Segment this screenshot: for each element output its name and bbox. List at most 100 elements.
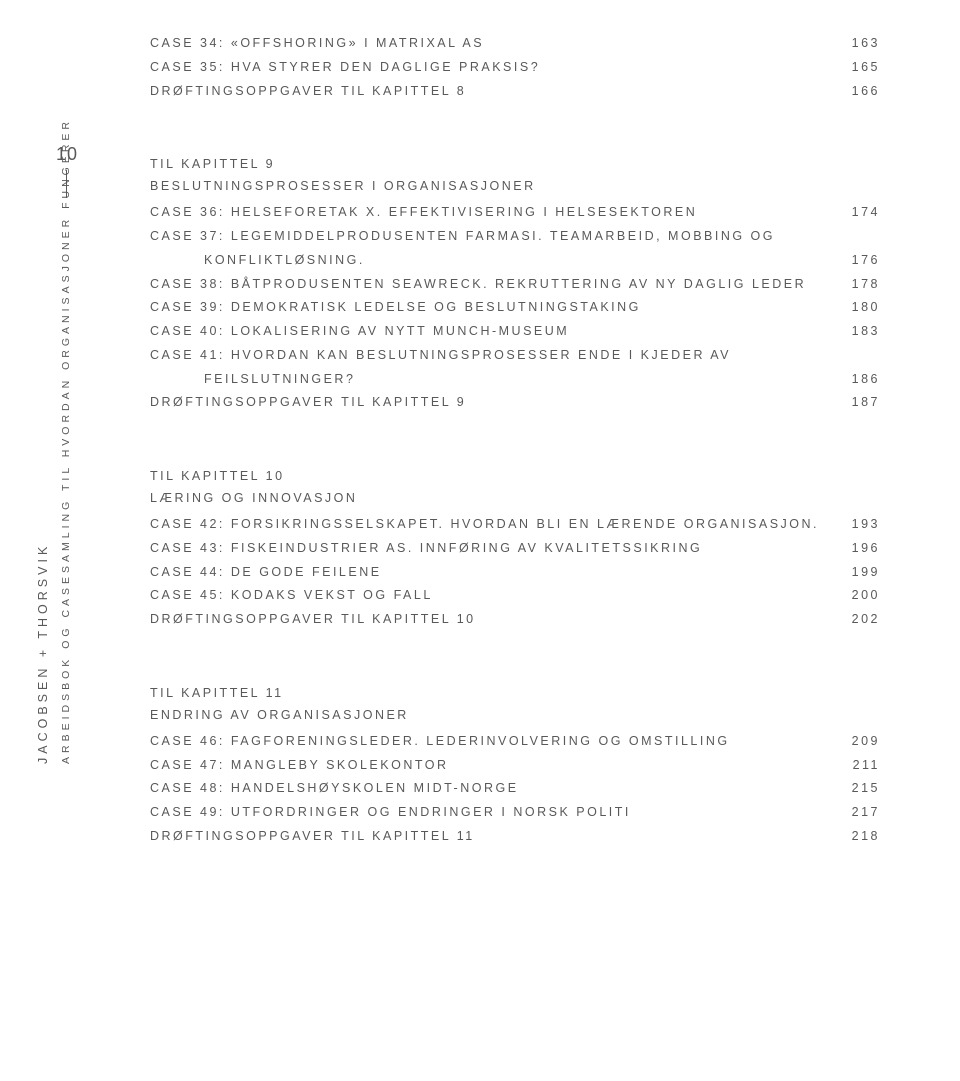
toc-label: CASE 47: MANGLEBY SKOLEKONTOR bbox=[150, 754, 449, 778]
toc-label: DRØFTINGSOPPGAVER TIL KAPITTEL 8 bbox=[150, 80, 466, 104]
toc-page: 199 bbox=[846, 561, 880, 585]
toc-label: DRØFTINGSOPPGAVER TIL KAPITTEL 9 bbox=[150, 391, 466, 415]
toc-dots bbox=[365, 251, 846, 264]
toc-row: DRØFTINGSOPPGAVER TIL KAPITTEL 11 218 bbox=[150, 825, 880, 849]
toc-dots bbox=[449, 756, 847, 769]
toc-page: 163 bbox=[846, 32, 880, 56]
sidebar-line1: JACOBSEN + THORSVIK bbox=[36, 543, 50, 764]
toc-row: CASE 34: «OFFSHORING» I MATRIXAL AS 163 bbox=[150, 32, 880, 56]
toc-page: 196 bbox=[846, 537, 880, 561]
toc-row: CASE 43: FISKEINDUSTRIER AS. INNFØRING A… bbox=[150, 537, 880, 561]
toc-page: 218 bbox=[846, 825, 880, 849]
chapter9-title: TIL KAPITTEL 9 bbox=[150, 157, 880, 171]
toc-dots bbox=[641, 299, 846, 312]
toc-page: 209 bbox=[846, 730, 880, 754]
toc-page: 200 bbox=[846, 584, 880, 608]
toc-page: 211 bbox=[847, 754, 880, 778]
toc-label: CASE 45: KODAKS VEKST OG FALL bbox=[150, 584, 433, 608]
toc-page: 176 bbox=[846, 249, 880, 273]
toc-page: 183 bbox=[846, 320, 880, 344]
toc-dots bbox=[484, 35, 846, 48]
toc-label: CASE 46: FAGFORENINGSLEDER. LEDERINVOLVE… bbox=[150, 730, 730, 754]
toc-label: CASE 36: HELSEFORETAK X. EFFEKTIVISERING… bbox=[150, 201, 697, 225]
toc-label: DRØFTINGSOPPGAVER TIL KAPITTEL 11 bbox=[150, 825, 475, 849]
sidebar-text: JACOBSEN + THORSVIK ARBEIDSBOK OG CASESA… bbox=[36, 204, 72, 764]
toc-dots bbox=[775, 228, 880, 241]
toc-page: 187 bbox=[846, 391, 880, 415]
toc-row: CASE 36: HELSEFORETAK X. EFFEKTIVISERING… bbox=[150, 201, 880, 225]
toc-dots bbox=[730, 732, 846, 745]
toc-row: FEILSLUTNINGER? 186 bbox=[150, 368, 880, 392]
chapter10-subtitle: LÆRING OG INNOVASJON bbox=[150, 491, 880, 505]
toc-label: CASE 40: LOKALISERING AV NYTT MUNCH-MUSE… bbox=[150, 320, 569, 344]
toc-dots bbox=[697, 204, 845, 217]
toc-label: CASE 37: LEGEMIDDELPRODUSENTEN FARMASI. … bbox=[150, 225, 775, 249]
toc-row: CASE 49: UTFORDRINGER OG ENDRINGER I NOR… bbox=[150, 801, 880, 825]
toc-row: CASE 46: FAGFORENINGSLEDER. LEDERINVOLVE… bbox=[150, 730, 880, 754]
toc-label: KONFLIKTLØSNING. bbox=[150, 249, 365, 273]
toc-row: CASE 48: HANDELSHØYSKOLEN MIDT-NORGE 215 bbox=[150, 777, 880, 801]
toc-label: CASE 38: BÅTPRODUSENTEN SEAWRECK. REKRUT… bbox=[150, 273, 806, 297]
toc-label: CASE 48: HANDELSHØYSKOLEN MIDT-NORGE bbox=[150, 777, 519, 801]
toc-dots bbox=[382, 563, 846, 576]
toc-row: DRØFTINGSOPPGAVER TIL KAPITTEL 10 202 bbox=[150, 608, 880, 632]
toc-block-ch10: TIL KAPITTEL 10 LÆRING OG INNOVASJON CAS… bbox=[150, 469, 880, 632]
toc-block-ch11: TIL KAPITTEL 11 ENDRING AV ORGANISASJONE… bbox=[150, 686, 880, 849]
toc-dots bbox=[569, 323, 845, 336]
toc-row: DRØFTINGSOPPGAVER TIL KAPITTEL 9 187 bbox=[150, 391, 880, 415]
toc-dots bbox=[519, 780, 846, 793]
toc-label: CASE 41: HVORDAN KAN BESLUTNINGSPROSESSE… bbox=[150, 344, 731, 368]
toc-row: CASE 37: LEGEMIDDELPRODUSENTEN FARMASI. … bbox=[150, 225, 880, 249]
toc-dots bbox=[466, 82, 845, 95]
toc-row: CASE 40: LOKALISERING AV NYTT MUNCH-MUSE… bbox=[150, 320, 880, 344]
toc-row: CASE 47: MANGLEBY SKOLEKONTOR 211 bbox=[150, 754, 880, 778]
toc-label: CASE 34: «OFFSHORING» I MATRIXAL AS bbox=[150, 32, 484, 56]
toc-label: CASE 49: UTFORDRINGER OG ENDRINGER I NOR… bbox=[150, 801, 631, 825]
chapter11-title: TIL KAPITTEL 11 bbox=[150, 686, 880, 700]
toc-row: KONFLIKTLØSNING. 176 bbox=[150, 249, 880, 273]
toc-page: 217 bbox=[846, 801, 880, 825]
sidebar-line2: ARBEIDSBOK OG CASESAMLING TIL HVORDAN OR… bbox=[60, 204, 72, 764]
page-container: 10 JACOBSEN + THORSVIK ARBEIDSBOK OG CAS… bbox=[0, 0, 960, 1081]
toc-dots bbox=[475, 827, 846, 840]
toc-dots bbox=[355, 370, 845, 383]
toc-dots bbox=[476, 611, 846, 624]
toc-page: 174 bbox=[846, 201, 880, 225]
toc-row: CASE 41: HVORDAN KAN BESLUTNINGSPROSESSE… bbox=[150, 344, 880, 368]
chapter11-subtitle: ENDRING AV ORGANISASJONER bbox=[150, 708, 880, 722]
toc-label: FEILSLUTNINGER? bbox=[150, 368, 355, 392]
toc-page: 165 bbox=[846, 56, 880, 80]
toc-page: 193 bbox=[846, 513, 880, 537]
toc-block-ch9: TIL KAPITTEL 9 BESLUTNINGSPROSESSER I OR… bbox=[150, 157, 880, 415]
toc-label: DRØFTINGSOPPGAVER TIL KAPITTEL 10 bbox=[150, 608, 476, 632]
toc-row: CASE 42: FORSIKRINGSSELSKAPET. HVORDAN B… bbox=[150, 513, 880, 537]
toc-page: 215 bbox=[846, 777, 880, 801]
toc-page: 166 bbox=[846, 80, 880, 104]
toc-label: CASE 39: DEMOKRATISK LEDELSE OG BESLUTNI… bbox=[150, 296, 641, 320]
toc-dots bbox=[731, 346, 880, 359]
chapter10-title: TIL KAPITTEL 10 bbox=[150, 469, 880, 483]
toc-label: CASE 43: FISKEINDUSTRIER AS. INNFØRING A… bbox=[150, 537, 702, 561]
toc-dots bbox=[819, 516, 846, 529]
toc-page: 186 bbox=[846, 368, 880, 392]
toc-label: CASE 44: DE GODE FEILENE bbox=[150, 561, 382, 585]
toc-label: CASE 42: FORSIKRINGSSELSKAPET. HVORDAN B… bbox=[150, 513, 819, 537]
toc-dots bbox=[702, 539, 845, 552]
toc-block-top: CASE 34: «OFFSHORING» I MATRIXAL AS163CA… bbox=[150, 32, 880, 103]
toc-row: CASE 44: DE GODE FEILENE 199 bbox=[150, 561, 880, 585]
toc-page: 202 bbox=[846, 608, 880, 632]
toc-row: CASE 35: HVA STYRER DEN DAGLIGE PRAKSIS?… bbox=[150, 56, 880, 80]
toc-label: CASE 35: HVA STYRER DEN DAGLIGE PRAKSIS? bbox=[150, 56, 540, 80]
toc-row: CASE 38: BÅTPRODUSENTEN SEAWRECK. REKRUT… bbox=[150, 273, 880, 297]
toc-row: DRØFTINGSOPPGAVER TIL KAPITTEL 8 166 bbox=[150, 80, 880, 104]
toc-page: 180 bbox=[846, 296, 880, 320]
content-area: CASE 34: «OFFSHORING» I MATRIXAL AS163CA… bbox=[150, 32, 880, 849]
chapter9-subtitle: BESLUTNINGSPROSESSER I ORGANISASJONER bbox=[150, 179, 880, 193]
toc-dots bbox=[433, 587, 846, 600]
toc-dots bbox=[466, 394, 845, 407]
toc-dots bbox=[540, 58, 845, 71]
toc-dots bbox=[806, 275, 846, 288]
toc-page: 178 bbox=[846, 273, 880, 297]
toc-row: CASE 45: KODAKS VEKST OG FALL 200 bbox=[150, 584, 880, 608]
toc-row: CASE 39: DEMOKRATISK LEDELSE OG BESLUTNI… bbox=[150, 296, 880, 320]
